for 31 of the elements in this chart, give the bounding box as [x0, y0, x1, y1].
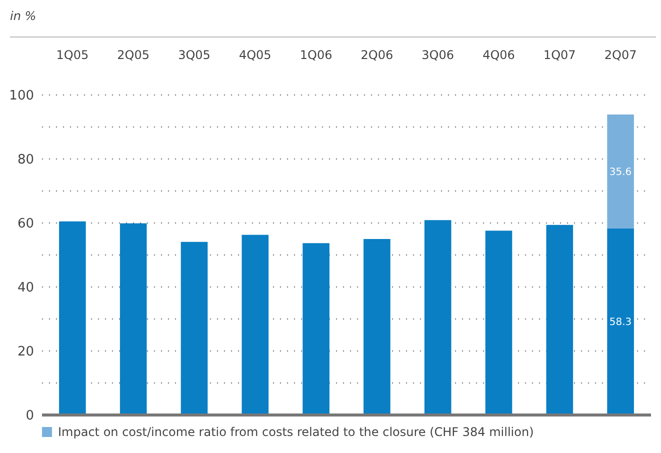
bar: [59, 221, 86, 415]
x-tick-label: 1Q06: [300, 48, 332, 62]
bar: [485, 230, 512, 415]
bar: [242, 234, 269, 415]
bar: [607, 114, 634, 228]
x-tick-label: 4Q06: [482, 48, 515, 62]
y-tick-label: 60: [17, 216, 34, 232]
data-label: 35.6: [609, 166, 632, 178]
y-tick-label: 20: [17, 344, 34, 360]
x-tick-label: 1Q05: [56, 48, 89, 62]
x-tick-label: 3Q06: [422, 48, 454, 62]
bar: [607, 228, 634, 415]
bar: [180, 242, 208, 415]
data-label: 58.3: [609, 317, 632, 328]
y-tick-label: 100: [9, 88, 34, 104]
y-axis-title: in %: [10, 9, 36, 23]
y-tick-label: 0: [26, 408, 34, 424]
x-tick-label: 2Q05: [117, 48, 150, 62]
bar: [424, 220, 452, 415]
bar: [120, 223, 147, 415]
x-tick-label: 3Q05: [178, 48, 210, 62]
bar: [364, 239, 390, 415]
y-tick-label: 40: [17, 280, 34, 296]
x-tick-label: 4Q05: [238, 48, 272, 62]
x-tick-label: 2Q06: [360, 48, 394, 62]
x-tick-label: 2Q07: [604, 48, 637, 62]
bar: [546, 224, 574, 415]
y-tick-label: 80: [17, 152, 34, 168]
legend-label: Impact on cost/income ratio from costs related to the closure (CHF 384 million): [58, 425, 534, 440]
bar: [302, 243, 330, 415]
x-tick-label: 1Q07: [543, 48, 576, 62]
